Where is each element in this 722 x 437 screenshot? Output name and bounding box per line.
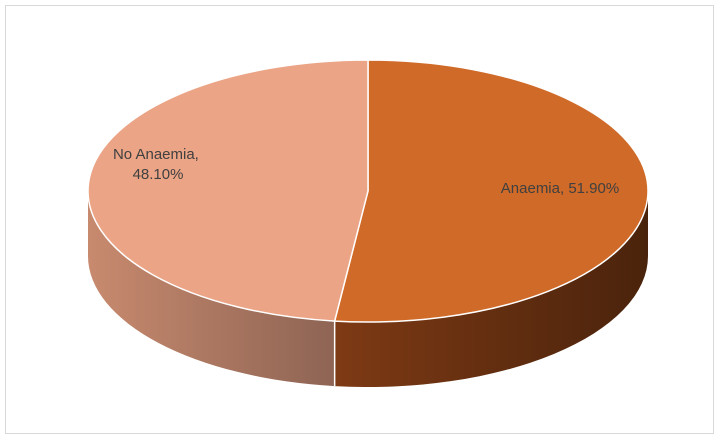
slice-label-no-anaemia-line1: No Anaemia, [113,146,199,163]
pie-chart: Anaemia, 51.90% No Anaemia, 48.10% [87,59,649,387]
slice-label-no-anaemia: No Anaemia, 48.10% [113,146,203,183]
chart-frame: Anaemia, 51.90% No Anaemia, 48.10% [5,5,714,434]
slice-no-anaemia[interactable] [87,59,369,322]
slice-label-anaemia: Anaemia, 51.90% [501,180,619,197]
slice-side-anaemia [334,191,648,387]
slice-label-no-anaemia-line2: 48.10% [133,166,184,183]
slice-anaemia[interactable] [333,59,649,323]
slice-side-no-anaemia [88,191,335,387]
